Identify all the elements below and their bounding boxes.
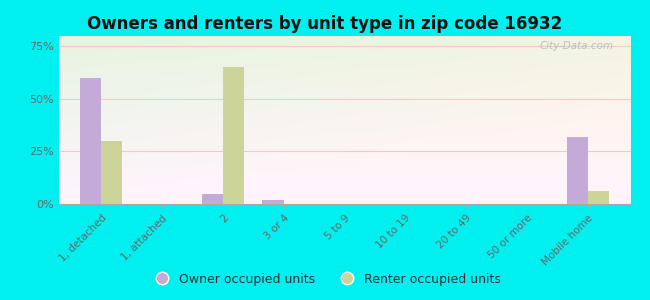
Bar	[101, 141, 122, 204]
Text: City-Data.com: City-Data.com	[540, 41, 614, 51]
Bar	[588, 191, 609, 204]
Bar	[202, 194, 223, 204]
Bar	[223, 68, 244, 204]
Bar	[567, 137, 588, 204]
Legend: Owner occupied units, Renter occupied units: Owner occupied units, Renter occupied un…	[144, 268, 506, 291]
Bar	[263, 200, 283, 204]
Bar	[80, 78, 101, 204]
Text: Owners and renters by unit type in zip code 16932: Owners and renters by unit type in zip c…	[87, 15, 563, 33]
